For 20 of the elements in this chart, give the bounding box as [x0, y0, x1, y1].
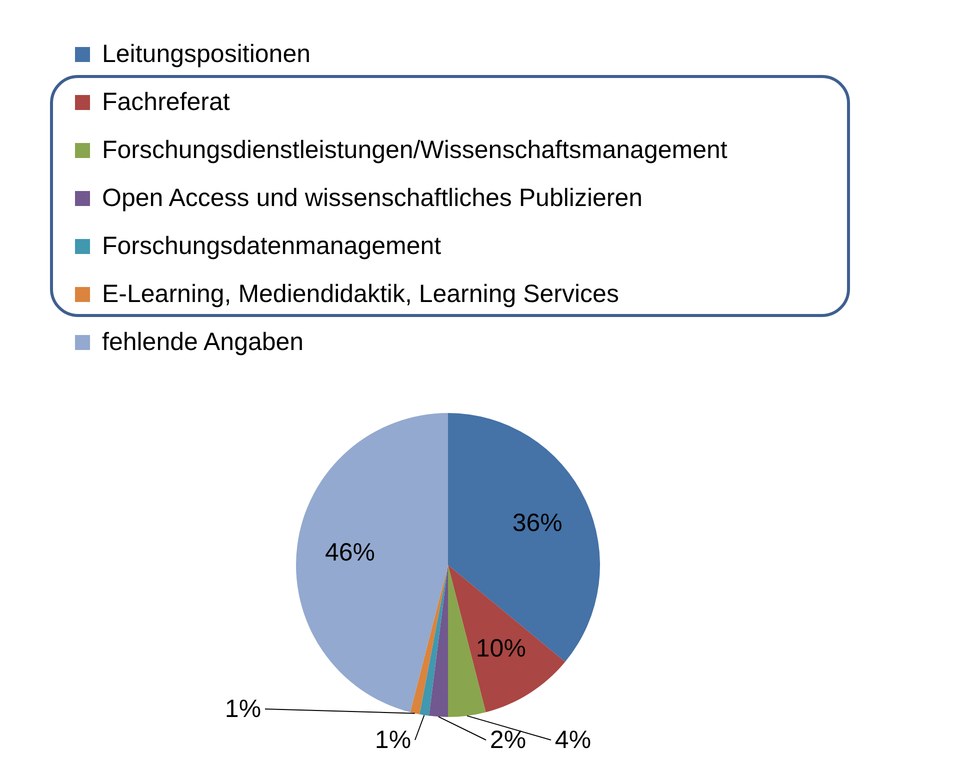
- data-label: 2%: [490, 726, 526, 754]
- legend-label: Leitungspositionen: [102, 40, 310, 68]
- legend-label: Fachreferat: [102, 88, 230, 116]
- data-label: 10%: [476, 634, 526, 662]
- pie-slice: [448, 565, 566, 712]
- legend-label: Forschungsdatenmanagement: [102, 232, 442, 260]
- pie-slice: [420, 565, 448, 716]
- legend-label: Open Access und wissenschaftliches Publizieren: [102, 184, 643, 212]
- pie-slice: [448, 413, 600, 662]
- data-label: 1%: [374, 726, 412, 754]
- data-label: 36%: [512, 508, 562, 537]
- pie-slice: [410, 565, 448, 714]
- pie-slice: [428, 565, 448, 717]
- pie-slice: [296, 413, 448, 712]
- data-label: 46%: [324, 538, 376, 567]
- data-label: 1%: [224, 695, 262, 723]
- legend-label: Forschungsdienstleistungen/Wissenschaftsmanagement: [102, 136, 728, 164]
- legend-label: fehlende Angaben: [102, 328, 304, 356]
- data-label: 4%: [554, 726, 592, 754]
- legend-label: E-Learning, Mediendidaktik, Learning Services: [102, 280, 619, 308]
